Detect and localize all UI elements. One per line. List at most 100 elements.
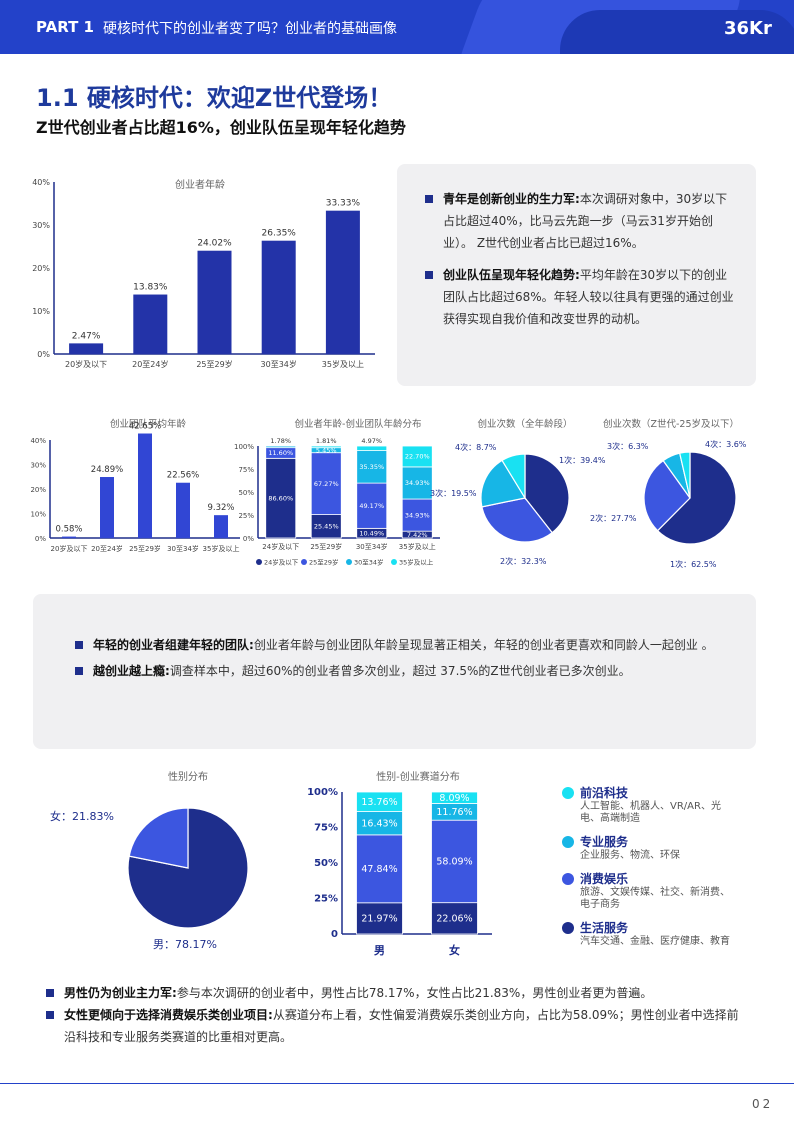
x-tick-label: 25至29岁 [310,542,342,551]
insight-bold: 男性仍为创业主力军: [64,986,177,1000]
data-label: 22.06% [436,914,472,925]
stacked-segment [356,791,403,812]
insight-text: 从赛道分布上看，女性偏爱消费娱乐类创业方向，占比为58.09%；男性创业者中选择… [64,1008,739,1044]
y-tick-label: 30% [30,462,46,470]
stacked-segment [310,452,342,515]
page-number: 02 [752,1097,774,1111]
gender-track-chart: 性别-创业赛道分布 0 25% 50% 75% 100% 21.97% 47.84% 16.43… [307,770,492,957]
bar [62,536,76,538]
insight-bold: 创业队伍呈现年轻化趋势: [443,268,580,282]
x-tick-label: 35岁及以上 [399,542,436,551]
data-label: 0.58% [55,525,82,535]
team-avg-age-chart: 创业团队平均年龄 0% 10% 20% 30% 40% 0.58% 20岁及以下 24.89% 2… [30,418,240,553]
stacked-segment [401,466,433,500]
bottom-notes: 男性仍为创业主力军:参与本次调研的创业者中，男性占比78.17%，女性占比21.… [46,982,746,1048]
x-tick-label: 20至24岁 [91,544,123,553]
y-tick-label: 0% [37,350,50,359]
x-tick-label: 30至34岁 [261,359,297,369]
legend-marker [256,559,262,565]
data-label: 11.76% [436,807,472,818]
insight-item: 年轻的创业者组建年轻的团队:创业者年龄与创业团队年龄呈现显著正相关，年轻的创业者… [75,634,725,656]
stacked-segment [265,457,297,539]
y-tick-label: 0% [243,535,254,543]
data-label: 13.76% [361,797,397,808]
bar [133,294,168,354]
legend-label: 25至29岁 [309,558,339,567]
y-tick-label: 30% [32,221,50,230]
x-tick-label: 35岁及以上 [203,544,240,553]
track-legend: 前沿科技 人工智能、机器人、VR/AR、光电、高端制造 专业服务 企业服务、物流… [562,784,762,956]
insight-panel-2: 年轻的创业者组建年轻的团队:创业者年龄与创业团队年龄呈现显著正相关，年轻的创业者… [33,594,756,749]
insight-text: 创业者年龄与创业团队年龄呈现显著正相关，年轻的创业者更喜欢和同龄人一起创业 。 [253,638,714,652]
data-label: 1.78% [270,437,291,445]
stacked-segment [356,902,403,935]
chart-title: 创业次数（全年龄段） [477,418,572,430]
data-label: 9.32% [207,503,234,513]
pie-slice [127,807,249,929]
bar [325,210,360,354]
data-label: 86.60% [268,494,293,502]
legend-dot-icon [562,872,574,885]
stacked-segment [310,445,342,449]
data-label: 58.09% [436,857,472,868]
footer-divider [0,1083,794,1084]
y-tick-label: 40% [32,178,50,187]
bar [69,343,104,354]
y-tick-label: 100% [307,787,338,798]
data-label: 1次：39.4% [559,455,606,465]
data-label: 34.93% [405,479,430,487]
y-tick-label: 0% [35,535,46,543]
founder-age-chart: 创业者年龄 0% 10% 20% 30% 40% 2.47% 20岁及以下 13.83% 20至2… [32,178,375,369]
data-label: 3次：19.5% [430,488,477,498]
insight-item: 青年是创新创业的生力军:本次调研对象中，30岁以下占比超过40%，比马云先跑一步… [425,188,737,254]
x-tick-label: 24岁及以下 [262,542,299,551]
age-team-distribution-chart: 创业者年龄-创业团队年龄分布 0% 25% 50% 75% 100% 86.60% 11.60… [234,418,440,567]
y-tick-label: 25% [314,894,338,905]
insight-text: 平均年龄在30岁以下的创业团队占比超过68%。年轻人较以往具有更强的通过创业获得… [443,268,734,326]
y-tick-label: 20% [30,486,46,494]
track-legend-item: 消费娱乐 旅游、文娱传媒、社交、新消费、电子商务 [562,870,762,911]
insight-bold: 年轻的创业者组建年轻的团队: [93,638,254,652]
insight-panel-1: 青年是创新创业的生力军:本次调研对象中，30岁以下占比超过40%，比马云先跑一步… [397,164,756,386]
legend-label: 35岁及以上 [399,558,434,567]
data-label: 13.83% [133,283,168,293]
pie-slice [656,451,737,545]
insight-item: 越创业越上瘾:调查样本中，超过60%的创业者曾多次创业，超过 37.5%的Z世代… [75,660,725,682]
legend-dot-icon [562,786,574,799]
data-label: 42.65% [129,422,161,432]
insight-item: 男性仍为创业主力军:参与本次调研的创业者中，男性占比78.17%，女性占比21.… [46,982,746,1004]
data-label: 女：21.83% [50,809,114,823]
track-legend-item: 专业服务 企业服务、物流、环保 [562,833,762,862]
data-label: 7.42% [407,531,428,539]
legend-marker [391,559,397,565]
legend-dot-icon [562,835,574,848]
data-label: 5.45% [316,446,337,454]
legend-label: 24岁及以下 [264,558,299,567]
legend-description: 旅游、文娱传媒、社交、新消费、电子商务 [580,887,730,910]
stacked-segment [356,834,403,904]
y-tick-label: 100% [234,443,254,451]
x-tick-label: 25至29岁 [129,544,161,553]
pie-slice [128,807,189,869]
bar [261,240,296,354]
part-label: PART 1 [36,18,94,36]
data-label: 男：78.17% [153,938,217,951]
insight-bold: 越创业越上瘾: [93,664,170,678]
pie-slice [481,497,553,543]
chart-title: 创业次数（Z世代-25岁及以下） [603,418,739,430]
legend-description: 人工智能、机器人、VR/AR、光电、高端制造 [580,801,721,824]
chart-title: 创业者年龄 [175,178,225,191]
insight-bold: 女性更倾向于选择消费娱乐类创业项目: [64,1008,273,1022]
legend-marker [301,559,307,565]
stacked-segment [431,902,478,935]
x-tick-label: 30至34岁 [167,544,199,553]
legend-title: 前沿科技 [580,786,629,800]
chart-title: 性别-创业赛道分布 [376,770,460,783]
y-tick-label: 75% [238,466,254,474]
legend-title: 消费娱乐 [580,872,629,886]
x-tick-label: 20岁及以下 [51,544,88,553]
data-label: 24.89% [91,465,123,475]
bar [214,515,228,538]
legend-label: 30至34岁 [354,558,384,567]
pie-slice [501,453,526,501]
